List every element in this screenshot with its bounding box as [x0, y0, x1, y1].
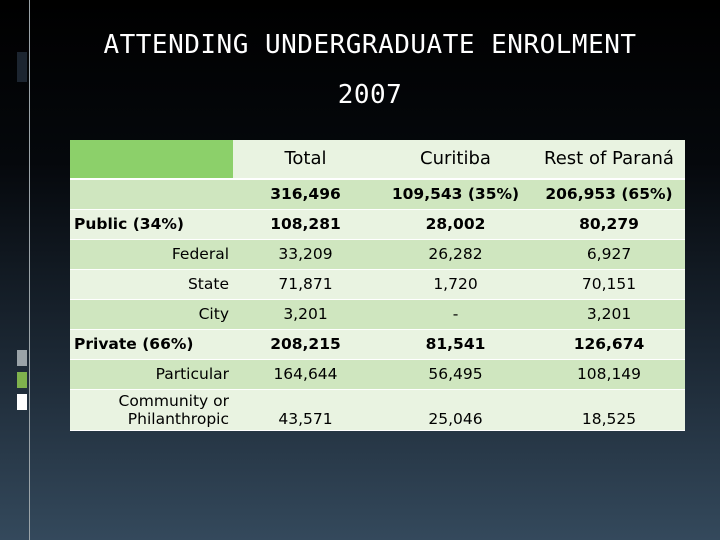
row-label: City — [70, 299, 233, 330]
cell-total: 208,215 — [233, 329, 378, 360]
row-label: State — [70, 269, 233, 300]
cell-curitiba: 28,002 — [378, 209, 533, 240]
row-label: Community or Philanthropic — [70, 389, 233, 431]
table-row-state: State 71,871 1,720 70,151 — [70, 269, 685, 300]
cell-total: 3,201 — [233, 299, 378, 330]
slide-subtitle-year: 2007 — [337, 80, 403, 110]
cell-curitiba: 25,046 — [378, 389, 533, 431]
header-rest-of-parana: Rest of Paraná — [533, 140, 685, 180]
row-label: Particular — [70, 359, 233, 390]
cell-rest: 126,674 — [533, 329, 685, 360]
cell-rest: 3,201 — [533, 299, 685, 330]
deco-block-dark — [17, 52, 27, 82]
cell-curitiba: - — [378, 299, 533, 330]
cell-rest: 6,927 — [533, 239, 685, 270]
table-row-particular: Particular 164,644 56,495 108,149 — [70, 359, 685, 390]
cell-total: 108,281 — [233, 209, 378, 240]
row-label — [70, 179, 233, 210]
cell-total: 71,871 — [233, 269, 378, 300]
cell-rest: 18,525 — [533, 389, 685, 431]
row-label: Private (66%) — [70, 329, 233, 360]
cell-rest: 80,279 — [533, 209, 685, 240]
table-row-all: 316,496 109,543 (35%) 206,953 (65%) — [70, 179, 685, 210]
slide-title: ATTENDING UNDERGRADUATE ENROLMENT — [103, 30, 637, 60]
cell-curitiba: 81,541 — [378, 329, 533, 360]
deco-block-green — [17, 372, 27, 388]
cell-total: 43,571 — [233, 389, 378, 431]
row-label-line2: Philanthropic — [127, 410, 229, 428]
table-header-row: Total Curitiba Rest of Paraná — [70, 140, 685, 180]
table-row-city: City 3,201 - 3,201 — [70, 299, 685, 330]
cell-rest: 70,151 — [533, 269, 685, 300]
enrolment-table: Total Curitiba Rest of Paraná 316,496 10… — [70, 140, 685, 431]
table-row-public: Public (34%) 108,281 28,002 80,279 — [70, 209, 685, 240]
table-row-community: Community or Philanthropic 43,571 25,046… — [70, 389, 685, 431]
cell-total: 316,496 — [233, 179, 378, 210]
table-row-federal: Federal 33,209 26,282 6,927 — [70, 239, 685, 270]
cell-curitiba: 1,720 — [378, 269, 533, 300]
cell-curitiba: 26,282 — [378, 239, 533, 270]
row-label: Public (34%) — [70, 209, 233, 240]
deco-block-white — [17, 394, 27, 410]
cell-curitiba: 109,543 (35%) — [378, 179, 533, 210]
deco-block-gray — [17, 350, 27, 366]
header-blank-cell — [70, 140, 233, 180]
header-curitiba: Curitiba — [378, 140, 533, 180]
cell-rest: 206,953 (65%) — [533, 179, 685, 210]
cell-total: 33,209 — [233, 239, 378, 270]
cell-rest: 108,149 — [533, 359, 685, 390]
header-total: Total — [233, 140, 378, 180]
cell-total: 164,644 — [233, 359, 378, 390]
row-label: Federal — [70, 239, 233, 270]
row-label-line1: Community or — [118, 392, 230, 410]
cell-curitiba: 56,495 — [378, 359, 533, 390]
left-vertical-rule — [29, 0, 30, 540]
table-row-private: Private (66%) 208,215 81,541 126,674 — [70, 329, 685, 360]
